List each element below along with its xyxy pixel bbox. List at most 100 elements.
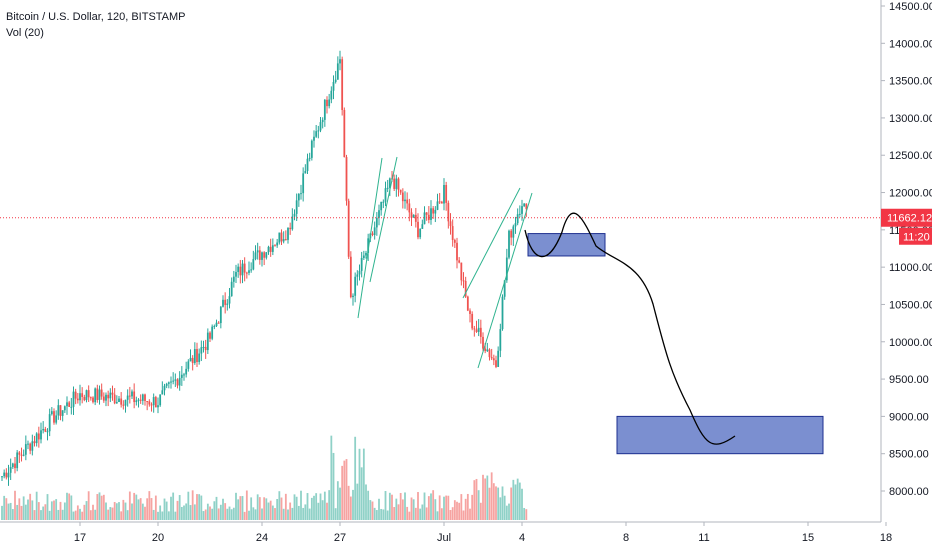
volume-bar: [5, 498, 8, 520]
y-tick-label: 10000.00: [889, 337, 932, 349]
volume-bar: [386, 510, 389, 520]
x-tick-label: Jul: [437, 532, 451, 544]
volume-bar: [79, 508, 81, 520]
candle-body: [14, 463, 16, 469]
candle-body: [352, 295, 354, 298]
candle-body: [70, 406, 73, 408]
volume-bar: [200, 495, 203, 520]
volume-bar: [37, 502, 40, 520]
candle-body: [81, 393, 84, 397]
candle-body: [447, 202, 450, 222]
volume-bar: [304, 504, 307, 520]
volume-bar: [456, 501, 458, 520]
volume-bar: [375, 510, 378, 520]
candle-body: [248, 270, 250, 273]
volume-bar: [161, 511, 164, 520]
candle-body: [224, 299, 227, 305]
candle-body: [432, 208, 435, 214]
candle-body: [79, 393, 81, 401]
candle-body: [9, 467, 12, 473]
candle-body: [287, 227, 289, 240]
volume-bar: [453, 500, 456, 520]
candle-body: [191, 357, 194, 364]
volume-bar: [29, 493, 32, 520]
candle-body: [261, 252, 263, 260]
volume-bar: [27, 499, 29, 520]
symbol-title: Bitcoin / U.S. Dollar, 120, BITSTAMP: [6, 11, 186, 23]
candle-body: [354, 276, 357, 296]
volume-bar: [269, 500, 272, 520]
volume-bar: [250, 497, 253, 520]
candle-body: [462, 280, 465, 282]
volume-bar: [349, 496, 352, 520]
candle-body: [464, 280, 467, 297]
x-tick-label: 18: [880, 532, 892, 544]
volume-bar: [33, 510, 36, 520]
volume-bar: [432, 490, 435, 520]
volume-bar: [232, 507, 235, 520]
volume-bar: [289, 502, 292, 520]
candle-body: [228, 296, 231, 304]
candle-body: [185, 368, 188, 375]
candle-body: [243, 263, 246, 273]
volume-bar: [505, 505, 508, 520]
candle-body: [417, 221, 419, 238]
candle-body: [258, 250, 261, 260]
volume-bar: [263, 497, 266, 520]
volume-bar: [443, 496, 445, 520]
volume-bar: [105, 502, 107, 520]
candle-body: [460, 262, 463, 281]
volume-bar: [302, 507, 305, 520]
volume-bar: [167, 511, 170, 520]
x-tick-label: 8: [623, 532, 629, 544]
candle-body: [33, 441, 36, 444]
volume-bar: [185, 503, 188, 520]
candle-body: [399, 189, 402, 193]
volume-bar: [356, 483, 359, 520]
candle-body: [473, 328, 476, 330]
candle-body: [211, 326, 214, 339]
candle-body: [291, 216, 294, 230]
volume-bar: [310, 497, 313, 520]
candle-body: [235, 271, 237, 277]
volume-bar: [501, 486, 504, 520]
volume-bar: [215, 496, 218, 520]
candle-body: [278, 232, 281, 243]
candle-body: [165, 383, 168, 386]
volume-bar: [358, 448, 361, 520]
y-tick-label: 10500.00: [889, 299, 932, 311]
candle-body: [295, 200, 298, 214]
volume-bar: [466, 493, 469, 520]
volume-bar: [150, 498, 153, 520]
candle-body: [109, 392, 112, 399]
candle-body: [3, 472, 6, 477]
volume-bar: [81, 511, 84, 520]
candle-body: [18, 452, 21, 455]
volume-bar: [521, 488, 523, 520]
volume-bar: [360, 467, 363, 520]
volume-bar: [315, 493, 318, 520]
volume-bar: [1, 505, 3, 520]
candle-body: [490, 357, 493, 359]
volume-bar: [295, 496, 298, 520]
candle-body: [1, 476, 3, 478]
volume-bar: [479, 502, 482, 520]
candle-body: [367, 238, 370, 253]
candle-body: [161, 390, 164, 395]
candle-body: [332, 81, 335, 91]
candle-body: [196, 349, 198, 362]
volume-bar: [70, 495, 73, 520]
volume-bar: [293, 494, 296, 520]
candle-body: [406, 199, 409, 204]
candle-body: [430, 208, 432, 220]
candle-body: [323, 99, 326, 120]
volume-bar: [109, 507, 112, 520]
volume-bar: [18, 498, 21, 520]
candle-body: [466, 296, 469, 311]
candle-body: [525, 203, 528, 210]
volume-bar: [11, 509, 14, 520]
candle-body: [308, 157, 311, 159]
x-tick-label: 15: [802, 532, 814, 544]
candle-body: [488, 349, 491, 358]
